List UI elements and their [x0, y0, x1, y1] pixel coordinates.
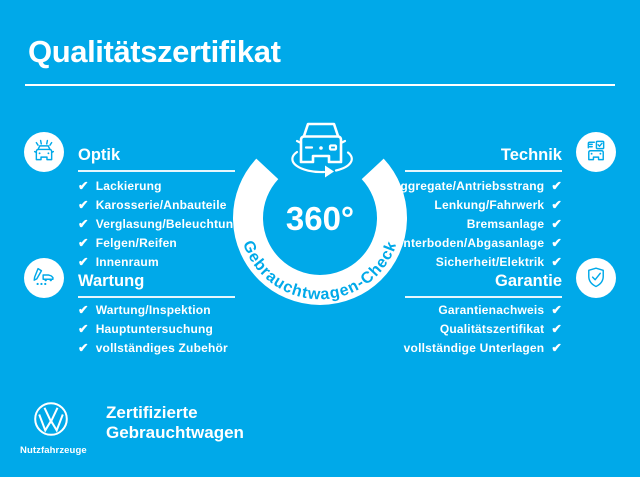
shield-check-icon	[588, 267, 604, 288]
list-item-label: vollständige Unterlagen	[403, 341, 545, 355]
check-icon: ✔	[551, 303, 562, 317]
garantie-section-icon	[576, 258, 616, 298]
check-icon: ✔	[551, 341, 562, 355]
wartung-item-list: ✔ Wartung/Inspektion ✔ Hauptuntersuchung ✔…	[78, 301, 228, 358]
car-rotation-360-icon	[291, 122, 353, 178]
list-item-label: Lackierung	[95, 179, 162, 193]
list-item: Lenkung/Fahrwerk ✔	[391, 196, 562, 215]
check-icon: ✔	[78, 179, 89, 193]
list-item: ✔ Innenraum	[78, 253, 241, 272]
title-divider	[25, 84, 615, 86]
checklist-van-icon	[587, 140, 605, 161]
list-item-label: Sicherheit/Elektrik	[435, 255, 545, 269]
center-360-graphic: Gebrauchtwagen-Check 360°	[233, 122, 407, 305]
check-icon: ✔	[78, 341, 89, 355]
section-title: Garantie	[495, 272, 562, 290]
tagline-line-1: Zertifizierte	[106, 403, 198, 422]
list-item-label: Karosserie/Anbauteile	[95, 198, 227, 212]
list-item: ✔ Hauptuntersuchung	[78, 320, 228, 339]
bottom-edge-strip	[0, 477, 640, 480]
section-header-optik: Optik	[78, 146, 235, 172]
degree-label: 360°	[286, 200, 354, 237]
list-item-label: Garantienachweis	[438, 303, 545, 317]
list-item-label: Hauptuntersuchung	[95, 322, 214, 336]
list-item: Aggregate/Antriebsstrang ✔	[391, 177, 562, 196]
section-title: Optik	[78, 146, 121, 164]
check-icon: ✔	[551, 179, 562, 193]
list-item-label: vollständiges Zubehör	[95, 341, 228, 355]
section-header-technik: Technik	[405, 146, 562, 172]
list-item: ✔ Wartung/Inspektion	[78, 301, 228, 320]
garantie-item-list: Garantienachweis ✔ Qualitätszertifikat ✔ v…	[404, 301, 562, 358]
list-item-label: Unterboden/Abgasanlage	[394, 236, 545, 250]
check-icon: ✔	[551, 217, 562, 231]
list-item: Garantienachweis ✔	[404, 301, 562, 320]
tagline-line-2: Gebrauchtwagen	[106, 422, 244, 442]
list-item: vollständige Unterlagen ✔	[404, 339, 562, 358]
list-item: ✔ vollständiges Zubehör	[78, 339, 228, 358]
check-icon: ✔	[78, 255, 89, 269]
check-icon: ✔	[78, 236, 89, 250]
section-header-garantie: Garantie	[405, 272, 562, 298]
list-item-label: Bremsanlage	[466, 217, 545, 231]
list-item-label: Verglasung/Beleuchtung	[95, 217, 241, 231]
ring-arc	[233, 158, 407, 305]
section-title: Wartung	[78, 272, 145, 290]
section-title: Technik	[500, 146, 562, 164]
optik-item-list: ✔ Lackierung ✔ Karosserie/Anbauteile ✔ Verg…	[78, 177, 241, 272]
check-icon: ✔	[551, 255, 562, 269]
list-item-label: Lenkung/Fahrwerk	[434, 198, 545, 212]
check-icon: ✔	[551, 322, 562, 336]
list-item: ✔ Lackierung	[78, 177, 241, 196]
list-item: ✔ Felgen/Reifen	[78, 234, 241, 253]
service-pen-van-icon	[33, 267, 54, 286]
list-item: ✔ Verglasung/Beleuchtung	[78, 215, 241, 234]
list-item-label: Aggregate/Antriebsstrang	[391, 179, 545, 193]
optik-section-icon	[24, 132, 64, 172]
check-icon: ✔	[78, 303, 89, 317]
check-icon: ✔	[551, 198, 562, 212]
list-item-label: Qualitätszertifikat	[439, 322, 545, 336]
vw-logo-icon	[34, 402, 68, 436]
list-item-label: Felgen/Reifen	[95, 236, 177, 250]
list-item-label: Wartung/Inspektion	[95, 303, 211, 317]
list-item-label: Innenraum	[95, 255, 159, 269]
page-title: Qualitätszertifikat	[28, 34, 281, 69]
list-item: Bremsanlage ✔	[391, 215, 562, 234]
check-icon: ✔	[78, 322, 89, 336]
technik-section-icon	[576, 132, 616, 172]
list-item: ✔ Karosserie/Anbauteile	[78, 196, 241, 215]
check-icon: ✔	[551, 236, 562, 250]
car-shine-icon	[33, 139, 55, 161]
check-icon: ✔	[78, 198, 89, 212]
wartung-section-icon	[24, 258, 64, 298]
list-item: Qualitätszertifikat ✔	[404, 320, 562, 339]
list-item: Unterboden/Abgasanlage ✔	[391, 234, 562, 253]
brand-label: Nutzfahrzeuge	[20, 445, 87, 456]
list-item: Sicherheit/Elektrik ✔	[391, 253, 562, 272]
technik-item-list: Aggregate/Antriebsstrang ✔ Lenkung/Fahrwe…	[391, 177, 562, 272]
footer-tagline: Zertifizierte Gebrauchtwagen	[106, 403, 244, 442]
section-header-wartung: Wartung	[78, 272, 235, 298]
check-icon: ✔	[78, 217, 89, 231]
